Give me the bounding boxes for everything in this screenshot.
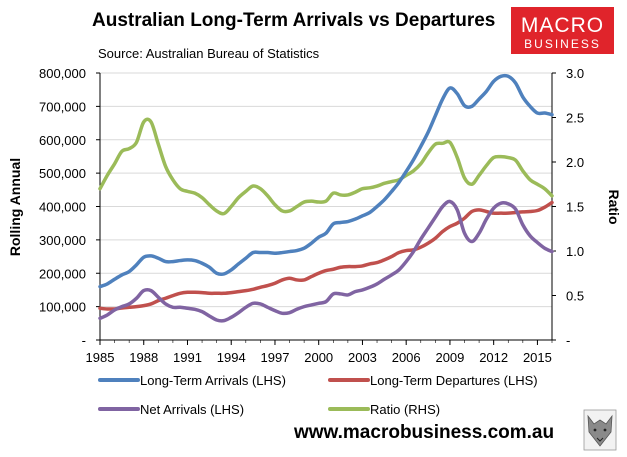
y-tick-left-2: 200,000	[39, 266, 86, 281]
x-tick-5: 2000	[304, 350, 333, 365]
series-line-net-arrivals	[98, 199, 554, 323]
legend: Long-Term Arrivals (LHS) Long-Term Depart…	[98, 373, 538, 417]
series-line-long-term-departures	[98, 200, 554, 311]
website-url[interactable]: www.macrobusiness.com.au	[293, 422, 554, 443]
y-tick-left-3: 300,000	[39, 233, 86, 248]
legend-label-net-arrivals: Net Arrivals (LHS)	[140, 402, 244, 417]
x-tick-6: 2003	[348, 350, 377, 365]
y-axis-title-right: Ratio	[606, 190, 622, 225]
y-tick-left-0: -	[82, 333, 86, 348]
x-tick-9: 2012	[479, 350, 508, 365]
series-line-ratio	[98, 117, 554, 216]
x-tick-3: 1994	[217, 350, 246, 365]
y-tick-right-6: 3.0	[566, 66, 584, 81]
y-tick-left-8: 800,000	[39, 66, 86, 81]
y-tick-left-7: 700,000	[39, 99, 86, 114]
y-tick-right-3: 1.5	[566, 200, 584, 215]
y-tick-right-4: 2.0	[566, 155, 584, 170]
y-tick-right-2: 1.0	[566, 244, 584, 259]
wolf-icon	[583, 409, 617, 451]
x-tick-1: 1988	[129, 350, 158, 365]
y-tick-left-6: 600,000	[39, 133, 86, 148]
logo-line1: MACRO	[521, 14, 604, 37]
y-tick-right-5: 2.5	[566, 111, 584, 126]
y-tick-left-1: 100,000	[39, 300, 86, 315]
legend-label-ratio: Ratio (RHS)	[370, 402, 440, 417]
x-tick-10: 2015	[523, 350, 552, 365]
y-tick-right-1: 0.5	[566, 289, 584, 304]
legend-label-long-term-arrivals: Long-Term Arrivals (LHS)	[140, 373, 286, 388]
x-tick-7: 2006	[392, 350, 421, 365]
x-tick-4: 1997	[261, 350, 290, 365]
axes	[96, 72, 556, 345]
y-tick-left-5: 500,000	[39, 166, 86, 181]
x-tick-0: 1985	[86, 350, 115, 365]
chart-title: Australian Long-Term Arrivals vs Departu…	[92, 10, 495, 31]
series-lines	[98, 73, 554, 323]
series-line-long-term-arrivals	[98, 73, 554, 289]
legend-label-long-term-departures: Long-Term Departures (LHS)	[370, 373, 538, 388]
logo-background	[511, 7, 614, 54]
macrobusiness-logo[interactable]: MACRO BUSINESS	[511, 7, 614, 54]
x-tick-8: 2009	[435, 350, 464, 365]
tick-labels: - 100,000 200,000 300,000 400,000 500,000 600,…	[39, 66, 584, 365]
y-axis-title-left: Rolling Annual	[7, 158, 23, 256]
y-tick-left-4: 400,000	[39, 200, 86, 215]
chart-subtitle: Source: Australian Bureau of Statistics	[98, 46, 320, 61]
logo-line2: BUSINESS	[524, 37, 601, 51]
y-tick-right-0: -	[566, 333, 570, 348]
x-tick-2: 1991	[173, 350, 202, 365]
